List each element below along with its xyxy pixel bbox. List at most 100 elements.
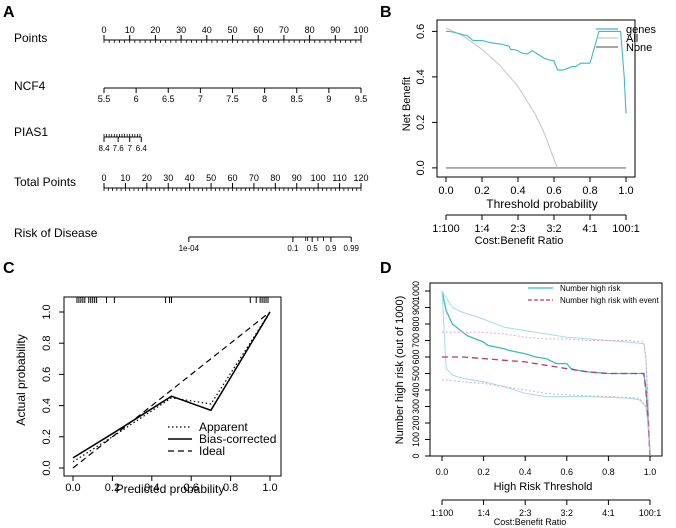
panel-c-calibration-curve: C Actual probability Predicted probabili… bbox=[3, 260, 282, 496]
second-axis-tick-label-b: 100:1 bbox=[612, 223, 640, 235]
nomogram-tick-label: 50 bbox=[206, 173, 216, 183]
nomogram-tick-label: 6.4 bbox=[136, 144, 148, 153]
nomogram-row-label: Points bbox=[14, 31, 47, 45]
nomogram-row: Points 0 10 20 30 40 50 60 70 80 90 100 bbox=[14, 25, 369, 45]
nomogram-tick-label: 7.6 bbox=[113, 144, 125, 153]
nomogram-tick-label: 60 bbox=[227, 173, 237, 183]
panel-d-clinical-impact: D Number high risk (out of 1000) High Ri… bbox=[380, 260, 663, 527]
nomogram-tick-label: 60 bbox=[253, 25, 263, 35]
series-line-bias-corrected bbox=[72, 311, 271, 459]
legend-label-c: Ideal bbox=[199, 444, 225, 458]
y-tick-label-d: 400 bbox=[411, 382, 421, 397]
series-line-ideal bbox=[72, 311, 271, 469]
panel-label-d: D bbox=[380, 260, 392, 277]
nomogram-tick-label: 100 bbox=[353, 25, 368, 35]
y-axis-label-d: Number high risk (out of 1000) bbox=[394, 296, 406, 445]
x-tick-label-d: 0.2 bbox=[477, 467, 490, 477]
nomogram-tick-label: 90 bbox=[330, 25, 340, 35]
nomogram-tick-label: 10 bbox=[125, 25, 135, 35]
legend-label-c: Apparent bbox=[199, 420, 248, 434]
second-axis-label-b: Cost:Benefit Ratio bbox=[475, 235, 564, 247]
x-tick-label-b: 1.0 bbox=[618, 185, 633, 197]
y-tick-label-b: 0.0 bbox=[415, 160, 427, 175]
x-tick-label-d: 0.0 bbox=[436, 467, 449, 477]
legend-label-b: All bbox=[626, 33, 638, 45]
second-axis-tick-label-d: 2:3 bbox=[519, 508, 532, 518]
nomogram-tick-label: 20 bbox=[142, 173, 152, 183]
nomogram-tick-label: 0.9 bbox=[325, 244, 337, 253]
nomogram-row-label: NCF4 bbox=[14, 79, 46, 93]
y-tick-label-d: 600 bbox=[411, 349, 421, 364]
y-tick-label-c: 0.8 bbox=[41, 336, 53, 351]
x-tick-label-c: 0.4 bbox=[144, 482, 159, 494]
nomogram-row-label: Risk of Disease bbox=[14, 226, 98, 240]
panel-label-b: B bbox=[380, 4, 392, 21]
y-tick-label-c: 0.4 bbox=[41, 398, 53, 413]
y-tick-label-d: 700 bbox=[411, 333, 421, 348]
nomogram-tick-label: 40 bbox=[202, 25, 212, 35]
plot-frame-c bbox=[63, 296, 282, 477]
nomogram-tick-label: 0.99 bbox=[343, 244, 359, 253]
panel-b-decision-curve: B Net Benefit Threshold probability Cost… bbox=[380, 4, 656, 247]
nomogram-tick-label: 80 bbox=[270, 173, 280, 183]
y-tick-label-c: 0.2 bbox=[41, 429, 53, 444]
y-tick-label-c: 1.0 bbox=[41, 304, 53, 319]
y-tick-label-d: 0 bbox=[411, 453, 421, 458]
second-axis-tick-label-b: 4:1 bbox=[582, 223, 597, 235]
series-line-number-high-risk-with-event bbox=[442, 356, 651, 457]
nomogram-tick-label: 7 bbox=[198, 94, 203, 104]
second-axis-label-d: Cost:Benefit Ratio bbox=[494, 517, 567, 527]
nomogram-tick-label: 30 bbox=[176, 25, 186, 35]
x-tick-label-b: 0.0 bbox=[438, 185, 453, 197]
nomogram-tick-label: 70 bbox=[279, 25, 289, 35]
legend-label-b: None bbox=[626, 42, 652, 54]
second-axis-tick-label-d: 1:4 bbox=[477, 508, 490, 518]
x-tick-label-b: 0.6 bbox=[546, 185, 561, 197]
nomogram-tick-label: 80 bbox=[305, 25, 315, 35]
second-axis-tick-label-d: 4:1 bbox=[602, 508, 615, 518]
nomogram-tick-label: 30 bbox=[163, 173, 173, 183]
nomogram-tick-label: 0 bbox=[101, 173, 106, 183]
x-tick-label-d: 0.8 bbox=[602, 467, 615, 477]
y-tick-label-d: 100 bbox=[411, 432, 421, 447]
y-tick-label-c: 0.6 bbox=[41, 367, 53, 382]
nomogram-tick-label: 5.5 bbox=[98, 94, 111, 104]
x-tick-label-c: 0.0 bbox=[65, 482, 80, 494]
nomogram-tick-label: 9.5 bbox=[355, 94, 368, 104]
x-axis-label-b: Threshold probability bbox=[486, 197, 597, 211]
y-tick-label-d: 200 bbox=[411, 415, 421, 430]
nomogram-tick-label: 0.5 bbox=[307, 244, 319, 253]
nomogram-tick-label: 0.1 bbox=[287, 244, 299, 253]
legend-label-d: Number high risk with event bbox=[560, 296, 659, 305]
nomogram-tick-label: 10 bbox=[120, 173, 130, 183]
legend-label-c: Bias-corrected bbox=[199, 432, 276, 446]
y-tick-label-b: 0.2 bbox=[415, 115, 427, 130]
y-axis-label-c: Actual probability bbox=[14, 334, 28, 425]
x-tick-label-c: 0.8 bbox=[223, 482, 238, 494]
nomogram-tick-label: 100 bbox=[311, 173, 326, 183]
second-axis-tick-label-b: 2:3 bbox=[510, 223, 525, 235]
nomogram-row: Risk of Disease 1e-04 0.1 0.5 0.9 0.99 bbox=[14, 226, 360, 253]
plot-frame-b bbox=[436, 19, 636, 178]
series-line-genes bbox=[446, 30, 627, 114]
series-line-apparent bbox=[72, 311, 271, 463]
y-tick-label-b: 0.4 bbox=[415, 69, 427, 84]
nomogram-tick-label: 8 bbox=[262, 94, 267, 104]
nomogram-tick-label: 9 bbox=[326, 94, 331, 104]
x-axis-label-c: Predicted probability bbox=[116, 482, 225, 496]
second-axis-tick-label-d: 3:2 bbox=[561, 508, 574, 518]
nomogram-tick-label: 50 bbox=[227, 25, 237, 35]
nomogram-tick-label: 0 bbox=[101, 25, 106, 35]
x-tick-label-d: 1.0 bbox=[644, 467, 657, 477]
nomogram-tick-label: 1e-04 bbox=[179, 244, 200, 253]
x-tick-label-d: 0.4 bbox=[519, 467, 532, 477]
nomogram-tick-label: 90 bbox=[292, 173, 302, 183]
nomogram-tick-label: 6.5 bbox=[162, 94, 175, 104]
second-axis-tick-label-b: 1:100 bbox=[432, 223, 460, 235]
legend-d: Number high risk Number high risk with ev… bbox=[528, 284, 659, 305]
nomogram-row: NCF4 5.5 6 6.5 7 7.5 8 8.5 9 9.5 bbox=[14, 79, 367, 104]
x-tick-label-b: 0.4 bbox=[510, 185, 525, 197]
